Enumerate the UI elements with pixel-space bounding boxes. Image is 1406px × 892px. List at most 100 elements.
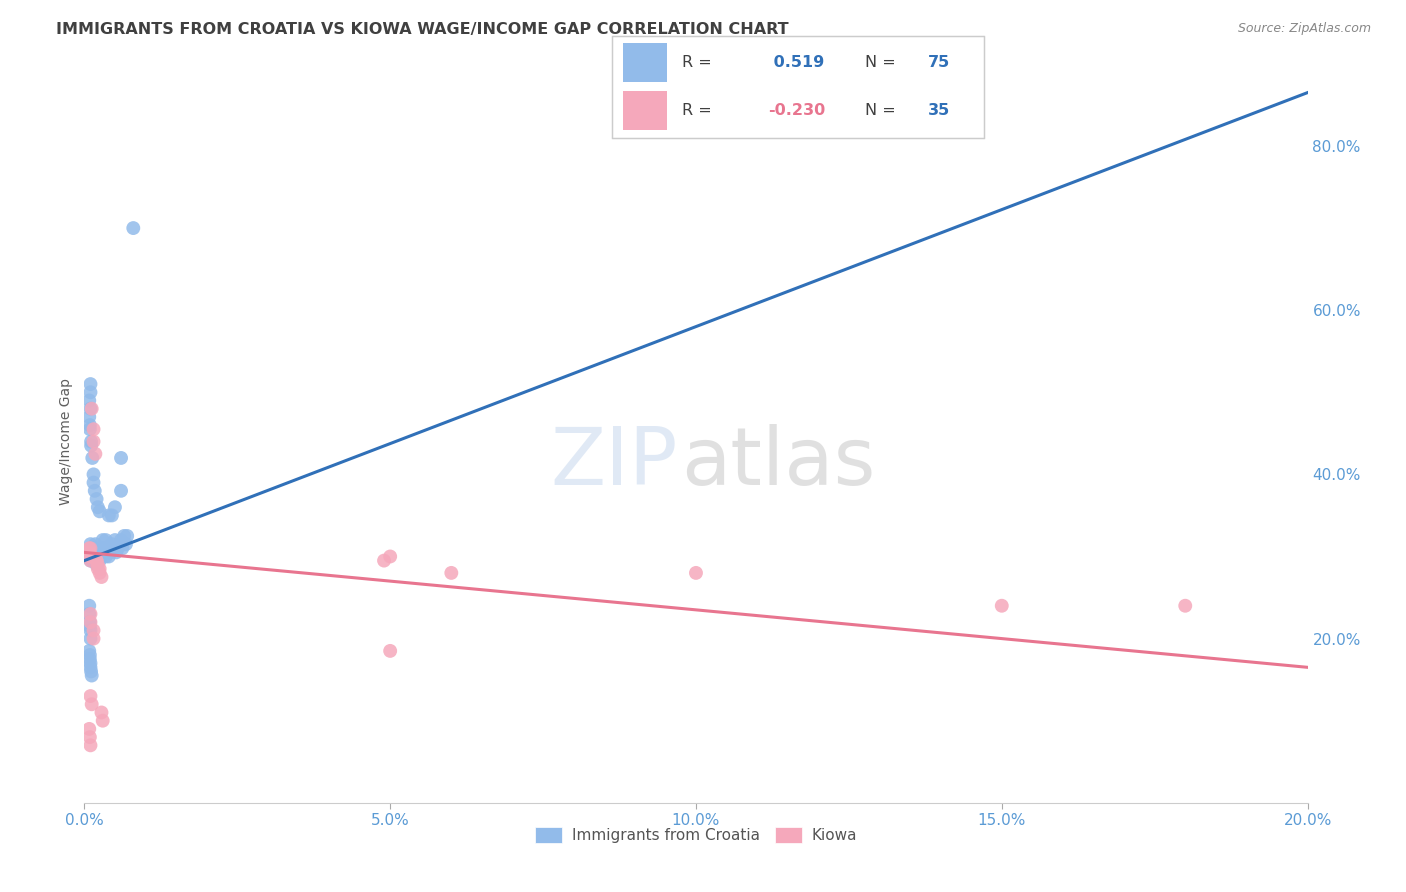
- Point: [82, 553, 104, 567]
- Point: [87, 500, 110, 515]
- Point: [83, 549, 105, 564]
- Point: [97, 508, 120, 523]
- Point: [79, 541, 101, 556]
- Point: [79, 648, 101, 662]
- Point: [79, 401, 101, 416]
- Point: [83, 483, 105, 498]
- Text: 75: 75: [928, 54, 950, 70]
- Point: [86, 553, 108, 567]
- Point: [103, 541, 125, 556]
- Point: [79, 730, 101, 744]
- Point: [89, 553, 111, 567]
- Point: [79, 619, 101, 633]
- Point: [79, 632, 101, 646]
- Point: [84, 537, 107, 551]
- Point: [82, 450, 104, 465]
- Point: [685, 566, 707, 580]
- Point: [82, 541, 104, 556]
- Point: [1174, 599, 1197, 613]
- Point: [101, 508, 124, 523]
- Point: [90, 706, 112, 720]
- Point: [115, 537, 138, 551]
- Point: [80, 545, 103, 559]
- Point: [80, 401, 103, 416]
- Point: [90, 545, 112, 559]
- Point: [105, 545, 128, 559]
- Text: 35: 35: [928, 103, 950, 118]
- Point: [110, 450, 132, 465]
- Point: [84, 447, 107, 461]
- Point: [380, 549, 402, 564]
- Point: [80, 549, 103, 564]
- Point: [122, 221, 145, 235]
- Point: [87, 545, 110, 559]
- Point: [79, 418, 101, 433]
- Point: [97, 541, 120, 556]
- Legend: Immigrants from Croatia, Kiowa: Immigrants from Croatia, Kiowa: [529, 822, 863, 849]
- Point: [89, 541, 111, 556]
- Point: [91, 533, 114, 547]
- Point: [101, 537, 124, 551]
- Point: [79, 385, 101, 400]
- Point: [79, 657, 101, 671]
- Point: [79, 689, 101, 703]
- Point: [77, 545, 100, 559]
- Point: [86, 549, 108, 564]
- Point: [79, 377, 101, 392]
- Point: [77, 393, 100, 408]
- Text: ZIP: ZIP: [550, 425, 678, 502]
- Point: [97, 549, 120, 564]
- Text: N =: N =: [865, 103, 896, 118]
- Point: [93, 541, 115, 556]
- Point: [86, 491, 108, 506]
- Point: [79, 541, 101, 556]
- Point: [98, 545, 121, 559]
- Point: [83, 624, 105, 638]
- Point: [115, 529, 138, 543]
- Point: [84, 553, 107, 567]
- Point: [83, 545, 105, 559]
- Point: [77, 545, 100, 559]
- Point: [94, 533, 117, 547]
- Point: [89, 504, 111, 518]
- FancyBboxPatch shape: [623, 43, 668, 82]
- Point: [77, 549, 100, 564]
- Point: [79, 553, 101, 567]
- Point: [89, 562, 111, 576]
- Point: [77, 541, 100, 556]
- Point: [83, 541, 105, 556]
- Point: [77, 599, 100, 613]
- Point: [80, 549, 103, 564]
- Point: [86, 558, 108, 572]
- Point: [108, 537, 131, 551]
- Point: [79, 615, 101, 630]
- Point: [111, 541, 134, 556]
- Point: [80, 434, 103, 449]
- Point: [94, 549, 117, 564]
- Text: R =: R =: [682, 103, 713, 118]
- Point: [91, 714, 114, 728]
- Text: N =: N =: [865, 54, 896, 70]
- Point: [79, 660, 101, 674]
- Point: [79, 553, 101, 567]
- Point: [373, 553, 395, 567]
- Point: [79, 607, 101, 621]
- Point: [87, 553, 110, 567]
- Point: [440, 566, 463, 580]
- Point: [83, 632, 105, 646]
- Point: [79, 537, 101, 551]
- Point: [90, 570, 112, 584]
- Point: [80, 698, 103, 712]
- Point: [79, 422, 101, 436]
- Point: [77, 409, 100, 424]
- Point: [104, 500, 127, 515]
- Point: [77, 722, 100, 736]
- Point: [89, 566, 111, 580]
- Point: [80, 665, 103, 679]
- Y-axis label: Wage/Income Gap: Wage/Income Gap: [59, 378, 73, 505]
- Point: [83, 467, 105, 482]
- Point: [79, 652, 101, 666]
- Point: [79, 739, 101, 753]
- Point: [83, 434, 105, 449]
- Point: [104, 533, 127, 547]
